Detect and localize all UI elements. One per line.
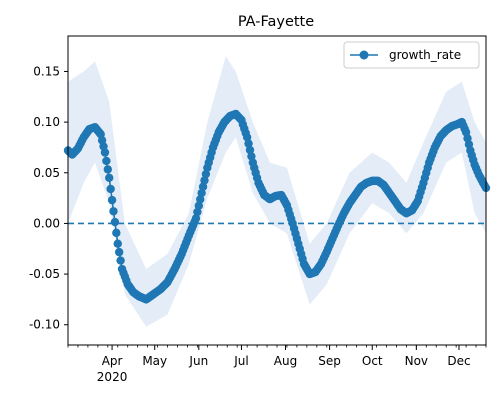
x-tick-label: Apr xyxy=(102,354,123,368)
x-tick-label: Oct xyxy=(362,354,383,368)
legend: growth_rate xyxy=(343,41,480,69)
x-tick-label: Nov xyxy=(405,354,428,368)
confidence-band xyxy=(68,56,486,327)
data-point xyxy=(102,156,111,166)
data-point xyxy=(107,195,117,205)
x-tick-label: Dec xyxy=(447,354,470,368)
chart-title: PA-Fayette xyxy=(238,14,314,30)
data-point xyxy=(103,165,113,174)
y-tick-label: 0.05 xyxy=(33,166,60,180)
y-tick-label: 0.00 xyxy=(33,216,60,230)
x-tick-label: Aug xyxy=(274,354,297,368)
data-point xyxy=(197,188,206,198)
data-point xyxy=(198,182,208,191)
plot-area xyxy=(63,56,491,327)
y-tick-label: 0.10 xyxy=(33,115,60,129)
data-point xyxy=(247,152,256,161)
legend-box xyxy=(343,41,480,69)
data-point xyxy=(114,247,124,257)
data-point xyxy=(100,148,110,157)
data-point xyxy=(191,214,201,223)
legend-marker xyxy=(359,50,369,60)
data-point xyxy=(106,184,115,194)
data-point xyxy=(245,145,255,155)
data-point xyxy=(113,239,122,248)
data-point xyxy=(193,207,202,217)
series-markers xyxy=(63,109,491,304)
data-point xyxy=(244,139,253,148)
data-point xyxy=(196,195,205,204)
axes: -0.10 -0.05 0.00 0.05 0.10 0.15 Apr May Jun Jul Au… xyxy=(29,35,487,384)
x-tick-label: Jun xyxy=(188,354,208,368)
x-year-label: 2020 xyxy=(97,370,128,384)
legend-label: growth_rate xyxy=(389,48,461,62)
data-point xyxy=(194,201,204,210)
data-point xyxy=(116,256,125,265)
y-tick-label: 0.15 xyxy=(33,64,60,78)
data-point xyxy=(201,169,211,179)
data-point xyxy=(200,176,209,185)
data-point xyxy=(110,217,120,227)
x-tick-label: Jul xyxy=(233,354,248,368)
x-tick-label: Sep xyxy=(318,354,341,368)
y-tick-label: -0.05 xyxy=(29,267,60,281)
data-point xyxy=(109,207,118,216)
y-tick-label: -0.10 xyxy=(29,318,60,332)
data-point xyxy=(242,133,252,142)
data-point xyxy=(105,173,114,183)
data-point xyxy=(112,228,121,238)
x-tick-label: May xyxy=(142,354,167,368)
